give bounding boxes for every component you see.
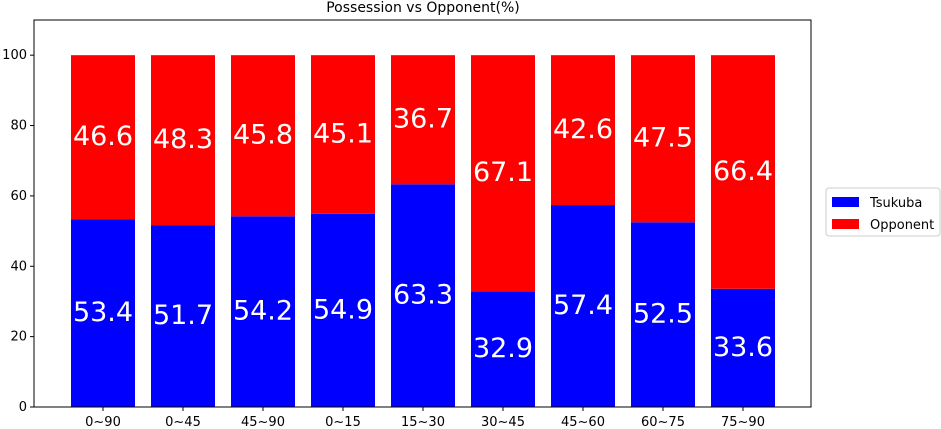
bar-opponent-8 — [711, 55, 775, 289]
bar-tsukuba-2 — [231, 216, 295, 407]
bar-label-opponent-6: 42.6 — [553, 114, 613, 145]
bar-opponent-7 — [631, 55, 695, 223]
bar-label-tsukuba-7: 52.5 — [633, 299, 693, 330]
x-tick-label: 15~30 — [401, 415, 445, 429]
bar-label-opponent-0: 46.6 — [73, 121, 133, 152]
bar-label-tsukuba-2: 54.2 — [233, 296, 293, 327]
bar-label-tsukuba-6: 57.4 — [553, 290, 613, 321]
x-tick-label: 0~15 — [325, 415, 361, 429]
bar-opponent-1 — [151, 55, 215, 226]
y-tick-label: 40 — [10, 259, 27, 274]
bar-opponent-0 — [71, 55, 135, 220]
y-tick-label: 20 — [10, 330, 27, 345]
bar-label-tsukuba-8: 33.6 — [713, 332, 773, 363]
bar-opponent-5 — [471, 55, 535, 292]
y-tick-label: 60 — [10, 189, 27, 204]
bar-opponent-6 — [551, 55, 615, 206]
legend: Tsukuba Opponent — [825, 187, 941, 237]
y-axis: 0 20 40 60 80 100 — [2, 48, 34, 415]
legend-swatch-opponent — [832, 219, 859, 229]
bar-label-opponent-3: 45.1 — [313, 119, 373, 150]
x-tick-label: 30~45 — [481, 415, 525, 429]
bar-label-opponent-7: 47.5 — [633, 123, 693, 154]
bar-tsukuba-5 — [471, 291, 535, 407]
x-tick-label: 0~45 — [165, 415, 201, 429]
bar-tsukuba-7 — [631, 222, 695, 407]
x-tick-label: 0~90 — [85, 415, 121, 429]
x-tick-label: 75~90 — [721, 415, 765, 429]
bar-opponent-3 — [311, 55, 375, 214]
legend-swatch-tsukuba — [832, 197, 859, 207]
bar-label-tsukuba-4: 63.3 — [393, 280, 453, 311]
legend-label-tsukuba: Tsukuba — [869, 196, 922, 211]
x-tick-label: 45~90 — [241, 415, 285, 429]
x-axis: 0~90 0~45 45~90 0~15 15~30 30~45 45~60 60~75 75~… — [85, 407, 765, 429]
bar-tsukuba-1 — [151, 225, 215, 407]
y-tick-label: 80 — [10, 119, 27, 134]
bar-label-tsukuba-0: 53.4 — [73, 297, 133, 328]
legend-label-opponent: Opponent — [870, 218, 934, 233]
chart-title: Possession vs Opponent(%) — [326, 0, 520, 16]
bar-label-tsukuba-3: 54.9 — [313, 294, 373, 325]
bar-label-tsukuba-1: 51.7 — [153, 300, 213, 331]
bar-tsukuba-4 — [391, 184, 455, 407]
bar-label-tsukuba-5: 32.9 — [473, 333, 533, 364]
y-tick-label: 100 — [2, 48, 27, 63]
bar-tsukuba-6 — [551, 205, 615, 407]
bar-label-opponent-4: 36.7 — [393, 104, 453, 135]
bar-label-opponent-5: 67.1 — [473, 157, 533, 188]
bar-tsukuba-3 — [311, 213, 375, 407]
bar-label-opponent-8: 66.4 — [713, 156, 773, 187]
bars-group: 53.4 46.6 51.7 48.3 54.2 45.8 54.9 45.1 63.3 36.7… — [71, 55, 775, 407]
bar-tsukuba-0 — [71, 219, 135, 407]
bar-tsukuba-8 — [711, 288, 775, 407]
x-tick-label: 60~75 — [641, 415, 685, 429]
bar-opponent-2 — [231, 55, 295, 217]
x-tick-label: 45~60 — [561, 415, 605, 429]
y-tick-label: 0 — [19, 400, 27, 415]
bar-opponent-4 — [391, 55, 455, 185]
bar-label-opponent-1: 48.3 — [153, 124, 213, 155]
bar-label-opponent-2: 45.8 — [233, 120, 293, 151]
